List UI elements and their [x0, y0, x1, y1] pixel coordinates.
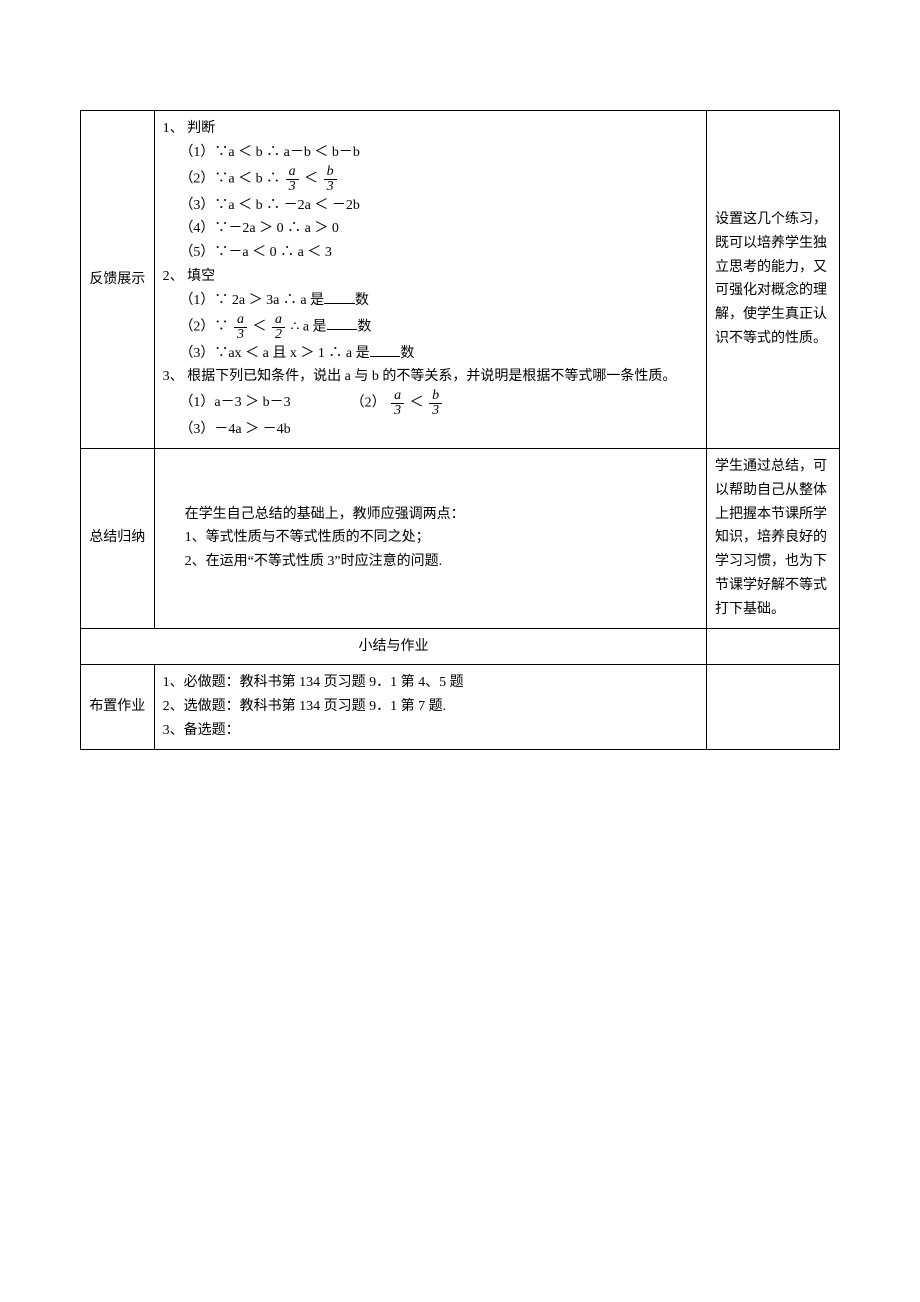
text: （2）∵a ＜ b ∴: [179, 171, 283, 186]
row-note-summary: 学生通过总结，可以帮助自己从整体上把握本节课所学知识，培养良好的学习习惯，也为下…: [707, 448, 840, 628]
denominator: 3: [286, 179, 299, 194]
numerator: a: [286, 165, 299, 179]
text: （3）∵ax ＜ a 且 x ＞ 1 ∴ a 是: [179, 346, 369, 361]
fill-item-3: （3）∵ax ＜ a 且 x ＞ 1 ∴ a 是 数: [163, 342, 698, 366]
rel-item-3: （3）－4a ＞ －4b: [163, 418, 698, 442]
judge-item-2: （2）∵a ＜ b ∴ a 3 ＜ b 3: [163, 165, 698, 194]
row-label-feedback: 反馈展示: [81, 111, 155, 449]
lt-sign: ＜: [304, 171, 318, 186]
fill-item-2: （2）∵ a 3 ＜ a 2 ∴ a 是 数: [163, 313, 698, 342]
numerator: b: [324, 165, 337, 179]
fraction-b-over-3: b 3: [324, 165, 337, 194]
fraction-b-over-3-c: b 3: [429, 389, 442, 418]
row-label-homework: 布置作业: [81, 665, 155, 749]
section-divider-homework: 小结与作业: [81, 628, 707, 665]
section3-heading: 3、 根据下列已知条件，说出 a 与 b 的不等关系，并说明是根据不等式哪一条性…: [163, 365, 698, 389]
table-row: 小结与作业: [81, 628, 840, 665]
blank: [370, 342, 401, 356]
fill-item-1: （1）∵ 2a ＞ 3a ∴ a 是 数: [163, 289, 698, 313]
row-content-feedback: 1、 判断 （1）∵a ＜ b ∴ a－b ＜ b－b （2）∵a ＜ b ∴ …: [154, 111, 706, 449]
row-note-divider: [707, 628, 840, 665]
summary-line-2: 1、等式性质与不等式性质的不同之处；: [185, 526, 676, 550]
numerator: a: [391, 389, 404, 403]
judge-item-4: （4）∵－2a ＞ 0 ∴ a ＞ 0: [163, 217, 698, 241]
document-page: 反馈展示 1、 判断 （1）∵a ＜ b ∴ a－b ＜ b－b （2）∵a ＜…: [80, 110, 840, 750]
text: 数: [355, 293, 369, 308]
numerator: b: [429, 389, 442, 403]
summary-line-3: 2、在运用“不等式性质 3”时应注意的问题.: [185, 550, 676, 574]
text: 数: [357, 319, 371, 334]
blank: [327, 316, 358, 330]
blank: [324, 289, 355, 303]
denominator: 3: [234, 327, 247, 342]
lt-sign: ＜: [252, 319, 266, 334]
rel-item-2: （2） a 3 ＜ b 3: [351, 389, 445, 418]
row-label-summary: 总结归纳: [81, 448, 155, 628]
lt-sign: ＜: [410, 396, 424, 411]
judge-item-1: （1）∵a ＜ b ∴ a－b ＜ b－b: [163, 141, 698, 165]
numerator: a: [272, 313, 285, 327]
table-row: 总结归纳 在学生自己总结的基础上，教师应强调两点： 1、等式性质与不等式性质的不…: [81, 448, 840, 628]
fraction-a-over-3-b: a 3: [234, 313, 247, 342]
rel-item-1: （1）a－3 ＞ b－3: [179, 389, 290, 418]
hw-line-2: 2、选做题：教科书第 134 页习题 9．1 第 7 题.: [163, 695, 698, 719]
table-row: 布置作业 1、必做题：教科书第 134 页习题 9．1 第 4、5 题 2、选做…: [81, 665, 840, 749]
denominator: 3: [429, 403, 442, 418]
row-content-homework: 1、必做题：教科书第 134 页习题 9．1 第 4、5 题 2、选做题：教科书…: [154, 665, 706, 749]
rel-items-line1: （1）a－3 ＞ b－3 （2） a 3 ＜ b 3: [163, 389, 698, 418]
text: （1）∵ 2a ＞ 3a ∴ a 是: [179, 293, 324, 308]
section1-heading: 1、 判断: [163, 121, 216, 136]
row-note-homework: [707, 665, 840, 749]
row-note-feedback: 设置这几个练习，既可以培养学生独立思考的能力，又可强化对概念的理解，使学生真正认…: [707, 111, 840, 449]
fraction-a-over-3: a 3: [286, 165, 299, 194]
table-row: 反馈展示 1、 判断 （1）∵a ＜ b ∴ a－b ＜ b－b （2）∵a ＜…: [81, 111, 840, 449]
text: 数: [400, 346, 414, 361]
text: （2）: [351, 396, 390, 411]
row-content-summary: 在学生自己总结的基础上，教师应强调两点： 1、等式性质与不等式性质的不同之处； …: [154, 448, 706, 628]
denominator: 3: [391, 403, 404, 418]
judge-item-3: （3）∵a ＜ b ∴ －2a ＜ －2b: [163, 194, 698, 218]
text: ∴ a 是: [290, 319, 326, 334]
lesson-plan-table: 反馈展示 1、 判断 （1）∵a ＜ b ∴ a－b ＜ b－b （2）∵a ＜…: [80, 110, 840, 750]
hw-line-3: 3、备选题：: [163, 719, 698, 743]
fraction-a-over-2: a 2: [272, 313, 285, 342]
hw-line-1: 1、必做题：教科书第 134 页习题 9．1 第 4、5 题: [163, 671, 698, 695]
denominator: 3: [324, 179, 337, 194]
numerator: a: [234, 313, 247, 327]
denominator: 2: [272, 327, 285, 342]
summary-line-1: 在学生自己总结的基础上，教师应强调两点：: [185, 503, 676, 527]
text: （2）∵: [179, 319, 232, 334]
fraction-a-over-3-c: a 3: [391, 389, 404, 418]
judge-item-5: （5）∵－a ＜ 0 ∴ a ＜ 3: [163, 241, 698, 265]
section2-heading: 2、 填空: [163, 269, 216, 284]
